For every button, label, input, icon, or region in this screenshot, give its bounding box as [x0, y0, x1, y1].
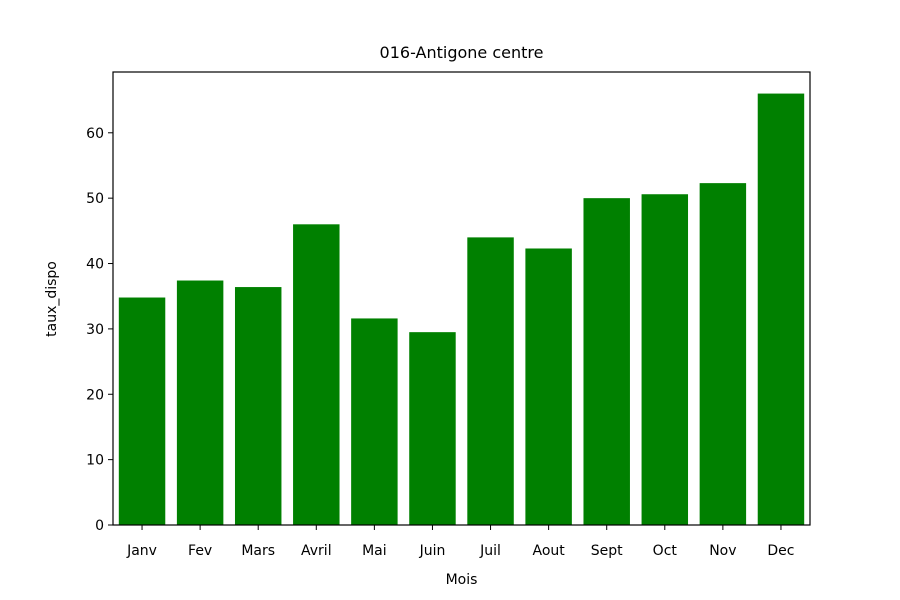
y-tick-label: 50 — [86, 191, 104, 207]
x-tick-label: Juil — [479, 543, 501, 559]
bar-juil — [467, 237, 514, 525]
bar-juin — [409, 332, 456, 525]
chart-title: 016-Antigone centre — [380, 43, 544, 62]
y-tick-label: 0 — [95, 518, 104, 534]
x-tick-label: Oct — [653, 543, 678, 559]
x-tick-label: Sept — [591, 543, 623, 559]
bar-aout — [525, 248, 572, 526]
plot-area: Janv Fev Mars Avril Mai Juin Juil Aout Sept Oct No… — [86, 71, 811, 559]
y-tick-label: 10 — [86, 453, 104, 469]
bar-mai — [351, 318, 398, 525]
x-tick-label: Juin — [419, 543, 446, 559]
bar-fev — [176, 280, 224, 525]
y-tick-label: 60 — [86, 126, 104, 142]
bar-avril — [293, 224, 340, 525]
x-tick-label: Janv — [126, 543, 157, 559]
bar-mars — [234, 287, 282, 525]
bar-dec — [757, 93, 805, 525]
bar-oct — [641, 194, 689, 526]
x-tick-label: Aout — [532, 543, 565, 559]
y-axis-label: taux_dispo — [44, 261, 60, 337]
bar-janv — [118, 297, 166, 525]
x-tick-label: Avril — [301, 543, 332, 559]
bar-sept — [583, 198, 630, 525]
y-tick-label: 20 — [86, 387, 104, 403]
x-axis-label: Mois — [446, 572, 478, 588]
x-tick-label: Mars — [241, 543, 275, 559]
axes-frame — [112, 71, 811, 526]
y-tick-label: 30 — [86, 322, 104, 338]
x-tick-label: Dec — [767, 543, 794, 559]
x-tick-label: Nov — [709, 543, 736, 559]
x-tick-label: Mai — [362, 543, 387, 559]
x-tick-label: Fev — [188, 543, 212, 559]
y-tick-label: 40 — [86, 257, 104, 273]
bar-nov — [699, 183, 747, 525]
